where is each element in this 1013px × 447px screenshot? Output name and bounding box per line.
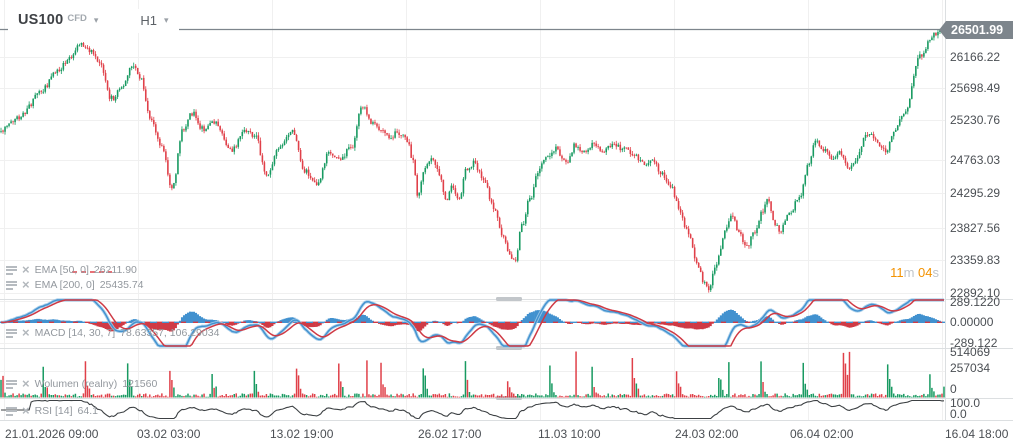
- indicator-value: 26211.90: [93, 264, 137, 276]
- indicator-value: 78.63357, 106.29034: [120, 327, 220, 339]
- volume-axis-label: 257034: [950, 361, 991, 375]
- indicator-label: Wolumen (realny): [34, 378, 118, 390]
- time-axis-label: 21.01.2026 09:00: [5, 427, 99, 441]
- price-axis-label: 25698.49: [950, 81, 1001, 95]
- market-type-label: CFD: [67, 12, 87, 24]
- indicator-close-icon[interactable]: ×: [22, 376, 30, 391]
- countdown-seconds-unit: s: [932, 265, 940, 280]
- indicator-value: 25435.74: [99, 279, 144, 291]
- time-axis-label: 26.02 17:00: [418, 427, 482, 441]
- macd-axis-label: -289.122: [950, 336, 998, 350]
- time-axis-label: 11.03 10:00: [538, 427, 601, 441]
- indicator-settings-icon[interactable]: [6, 280, 17, 290]
- volume-axis-label: 514069: [950, 345, 991, 359]
- indicator-label: EMA [50, 0]: [34, 264, 89, 276]
- macd-axis-label: 289.1220: [950, 295, 1001, 309]
- indicator-close-icon[interactable]: ×: [22, 277, 30, 292]
- bar-countdown: 11m 04s: [890, 265, 939, 280]
- time-axis-label: 16.04 18:00: [945, 427, 1009, 441]
- price-axis-label: 25230.76: [950, 113, 1001, 127]
- indicator-settings-icon[interactable]: [6, 379, 17, 389]
- price-axis-label: 24295.29: [950, 186, 1001, 200]
- volume-axis-label: 0: [950, 382, 957, 396]
- indicator-value: 121560: [122, 378, 158, 390]
- countdown-seconds: 04: [918, 265, 933, 280]
- indicator-label: RSI [14]: [34, 405, 73, 417]
- countdown-minutes: 11: [890, 265, 904, 280]
- price-axis-label: 23827.56: [950, 221, 1001, 235]
- chart-header: US100 CFD ▾ H1 ▾: [8, 9, 179, 33]
- indicator-value: 64.1: [77, 405, 98, 417]
- current-price-badge: 26501.99: [939, 21, 1013, 39]
- indicator-close-icon[interactable]: ×: [22, 325, 30, 340]
- indicator-settings-icon[interactable]: [6, 328, 17, 338]
- symbol-dropdown-icon[interactable]: ▾: [93, 14, 99, 25]
- time-axis-label: 06.04 02:00: [790, 427, 854, 441]
- timeframe-dropdown-icon[interactable]: ▾: [164, 14, 169, 25]
- indicator-legend-rsi[interactable]: × RSI [14] 64.1: [6, 403, 98, 418]
- indicator-close-icon[interactable]: ×: [22, 262, 30, 277]
- time-axis[interactable]: 21.01.2026 09:00 03.02 03:00 13.02 19:00 26…: [0, 421, 1013, 447]
- rsi-axis-label: 0.0: [950, 407, 967, 421]
- time-axis-label: 13.02 19:00: [270, 427, 334, 441]
- price-axis[interactable]: 26501.99 26166.22 25698.49 25230.76 24763.0…: [939, 0, 1013, 447]
- indicator-legend-macd[interactable]: × MACD [14, 30, 7] 78.63357, 106.29034: [6, 325, 220, 340]
- price-axis-label: 23359.83: [950, 253, 1001, 267]
- timeframe-selector[interactable]: H1: [140, 12, 158, 28]
- indicator-label: MACD [14, 30, 7]: [34, 327, 116, 339]
- time-axis-label: 24.03 02:00: [675, 427, 739, 441]
- indicator-settings-icon[interactable]: [6, 265, 17, 275]
- indicator-legend-ema50[interactable]: × EMA [50, 0] 26211.90: [6, 262, 137, 277]
- indicator-settings-icon[interactable]: [6, 406, 17, 416]
- rsi-axis-label: 100.0: [950, 396, 981, 410]
- indicator-legend-ema200[interactable]: × EMA [200, 0] 25435.74: [6, 277, 144, 292]
- price-axis-label: 22892.10: [950, 286, 1001, 300]
- indicator-close-icon[interactable]: ×: [22, 403, 30, 418]
- indicator-label: EMA [200, 0]: [34, 279, 95, 291]
- price-axis-label: 24763.03: [950, 153, 1001, 167]
- symbol-name[interactable]: US100: [18, 12, 64, 28]
- countdown-minutes-unit: m: [903, 265, 915, 280]
- indicator-legend-volumes[interactable]: × Wolumen (realny) 121560: [6, 376, 158, 391]
- macd-axis-label: 0.00000: [950, 315, 994, 329]
- price-axis-label: 26166.22: [950, 50, 1001, 64]
- time-axis-label: 03.02 03:00: [137, 427, 201, 441]
